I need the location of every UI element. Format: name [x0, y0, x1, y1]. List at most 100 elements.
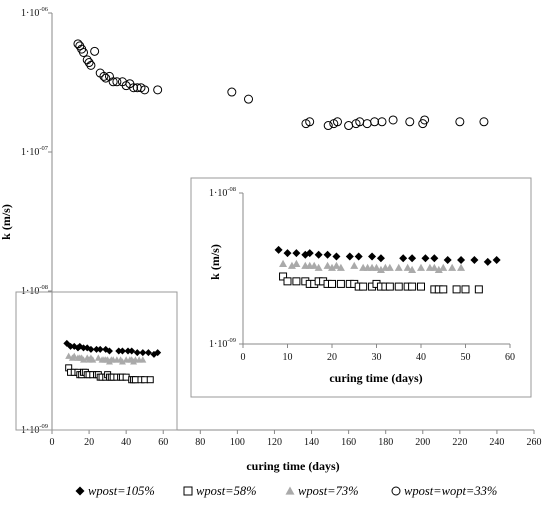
data-point — [403, 263, 412, 271]
data-point — [417, 282, 425, 291]
data-point — [118, 347, 126, 355]
data-point — [443, 255, 452, 264]
data-point — [146, 376, 154, 384]
data-point — [128, 347, 136, 355]
y-tick-label: 1·10-06 — [21, 6, 49, 19]
data-point — [285, 486, 295, 495]
x-tick-label: 0 — [50, 437, 55, 448]
data-point — [80, 344, 88, 352]
data-point — [345, 252, 354, 261]
data-point — [457, 263, 466, 271]
data-point — [323, 261, 332, 269]
data-point — [344, 121, 354, 131]
data-point — [376, 254, 385, 263]
y-tick-exponent: -09 — [39, 423, 48, 430]
x-tick-label: 100 — [230, 437, 245, 448]
data-point — [332, 252, 341, 261]
data-point — [394, 282, 403, 291]
data-point — [154, 349, 162, 357]
data-point — [133, 349, 141, 357]
data-point — [376, 265, 385, 274]
data-point — [94, 354, 102, 361]
data-point — [474, 285, 483, 294]
data-point — [279, 259, 288, 267]
data-point — [305, 117, 315, 127]
data-point — [292, 277, 301, 286]
data-point — [430, 263, 439, 271]
data-point — [377, 117, 387, 127]
y-tick-label: 1·10-09 — [209, 337, 236, 350]
data-point — [89, 356, 97, 363]
data-point — [86, 60, 96, 70]
legend-label: wpost=73% — [298, 484, 359, 498]
data-point — [328, 263, 336, 271]
inset-y-axis-label: k (m/s) — [208, 244, 222, 280]
y-tick-exponent: -06 — [39, 6, 48, 13]
data-point — [372, 263, 381, 271]
data-point — [399, 254, 408, 263]
y-tick-base: 1·10 — [209, 339, 227, 350]
data-point — [492, 255, 501, 264]
data-point — [314, 250, 323, 259]
data-point — [67, 342, 75, 350]
legend-label: wpost=105% — [88, 484, 155, 498]
data-point — [457, 255, 466, 264]
data-point — [408, 265, 417, 274]
data-point — [153, 85, 163, 95]
y-tick-exponent: -07 — [39, 145, 48, 152]
legend-label: wpost=58% — [196, 484, 257, 498]
inset-x-tick-label: 40 — [416, 352, 426, 363]
y-tick-exponent: -09 — [227, 337, 236, 344]
data-point — [144, 349, 152, 357]
data-point — [84, 58, 94, 68]
data-point — [75, 486, 85, 496]
data-point — [385, 282, 394, 291]
data-point — [394, 263, 403, 271]
data-point — [336, 263, 345, 271]
data-point — [92, 345, 100, 353]
data-point — [439, 263, 448, 271]
data-point — [417, 263, 425, 271]
inset-x-tick-label: 30 — [372, 352, 382, 363]
x-tick-label: 160 — [341, 437, 356, 448]
data-point — [332, 261, 341, 269]
data-point — [118, 358, 126, 365]
data-point — [388, 115, 398, 125]
y-tick-base: 1·10 — [21, 8, 39, 19]
y-axis-label: k (m/s) — [0, 204, 13, 240]
data-point — [283, 277, 292, 286]
data-point — [470, 255, 479, 264]
x-tick-label: 120 — [267, 437, 282, 448]
data-point — [370, 117, 380, 127]
data-point — [439, 285, 448, 294]
x-tick-label: 60 — [158, 437, 168, 448]
x-tick-label: 220 — [452, 437, 467, 448]
data-point — [350, 261, 359, 269]
data-point — [79, 47, 89, 57]
data-point — [139, 349, 147, 357]
inset-x-tick-label: 0 — [241, 352, 246, 363]
y-tick-exponent: -08 — [227, 186, 236, 193]
data-point — [139, 356, 147, 363]
x-tick-label: 200 — [415, 437, 430, 448]
data-point — [405, 117, 415, 127]
data-point — [274, 245, 283, 254]
x-tick-label: 140 — [304, 437, 319, 448]
data-point — [244, 94, 254, 104]
data-point — [421, 254, 430, 263]
x-tick-label: 240 — [489, 437, 504, 448]
y-tick-label: 1·10-08 — [209, 186, 236, 199]
y-tick-exponent: -08 — [39, 284, 48, 291]
data-point — [434, 265, 443, 274]
data-point — [96, 345, 104, 353]
data-point — [140, 85, 150, 95]
x-tick-label: 80 — [195, 437, 205, 448]
data-point — [368, 252, 377, 261]
x-tick-label: 180 — [378, 437, 393, 448]
x-tick-label: 20 — [84, 437, 94, 448]
data-point — [391, 486, 401, 496]
data-point — [183, 486, 193, 496]
data-point — [124, 347, 132, 355]
data-point — [227, 87, 237, 97]
